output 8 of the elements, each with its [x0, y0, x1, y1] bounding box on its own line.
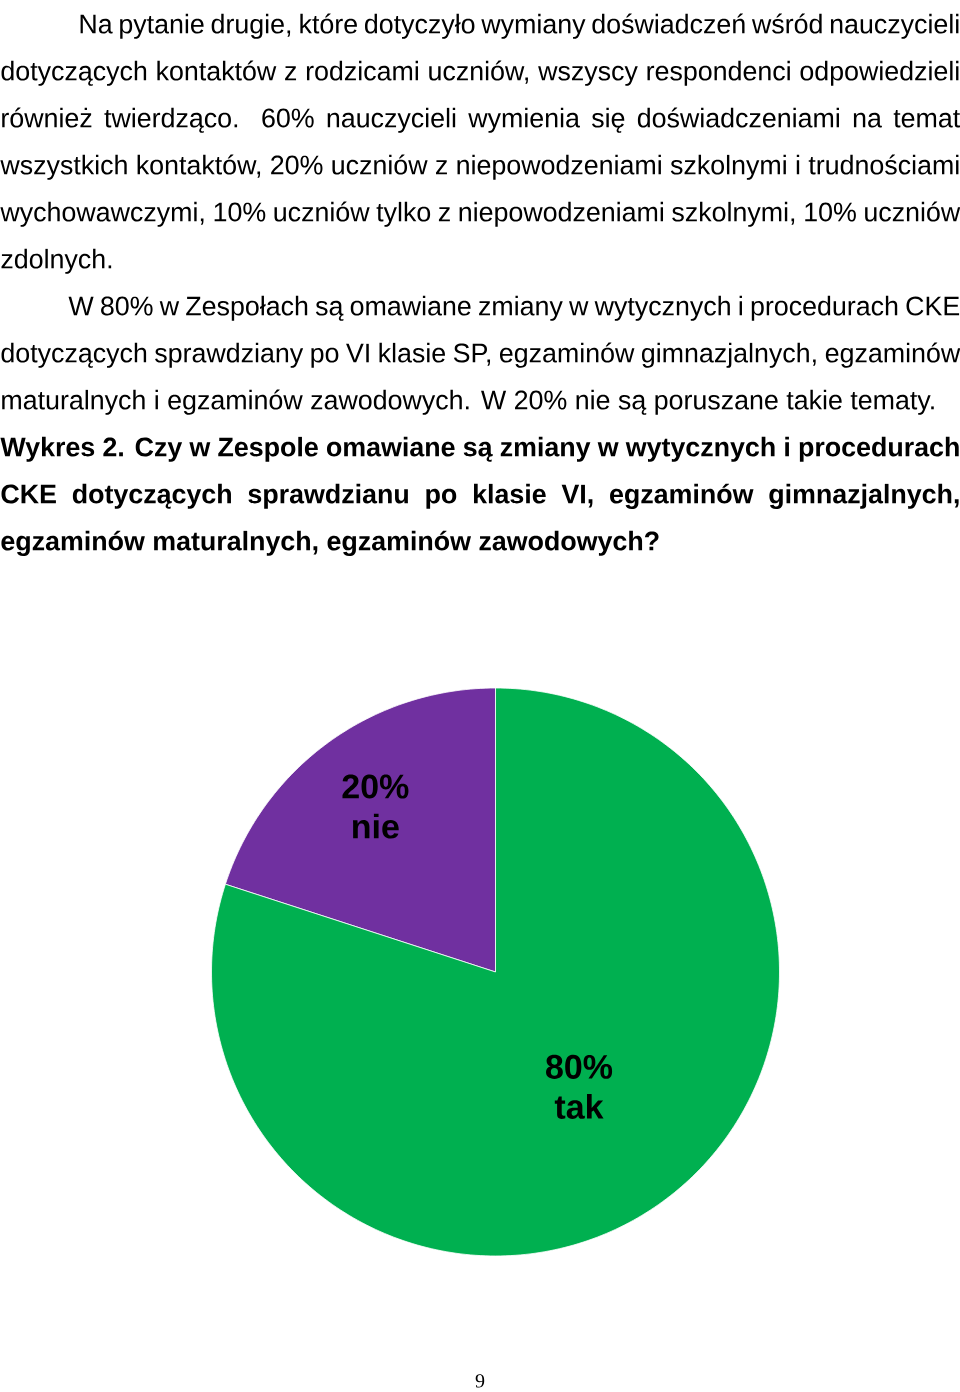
text: 9: [475, 1374, 484, 1388]
text: Na pytanie drugie, które dotyczyło wymiany doświadczeń wśród nauczycieli dotyczących kontaktów z rodzicami uczniów, wszyscy respondenci odpowiedzieli również twierdząco. 60% nauczycieli wymienia się doświadczeniami na temat wszystkich kontaktów, 20% uczniów z niepowodzeniami szkolnymi i trudnościami wychowawczymi, 10% uczniów tylko z niepowodzeniami szkolnymi, 10% uczniów zdolnych.: [0, 13, 960, 274]
text: W 80% w Zespołach są omawiane zmiany w wytycznych i procedurach CKE dotyczących sprawdziany po VI klasie SP, egzaminów gimnazjalnych, egzaminów maturalnych i egzaminów zawodowych. W 20% nie są poruszane takie tematy.: [1, 295, 960, 415]
slice-label: tak: [554, 1093, 604, 1119]
data-label: 80%: [545, 1054, 612, 1079]
slice-label: nie: [352, 813, 399, 839]
data-label: 20%: [342, 774, 409, 799]
chart-title: Wykres 2. Czy w Zespole omawiane są zmiany w wytycznych i procedurach CKE dotyczących sprawdzianu po klasie VI, egzaminów gimnazjalnych, egzaminów maturalnych, egzaminów zawodowych?: [0, 436, 959, 556]
